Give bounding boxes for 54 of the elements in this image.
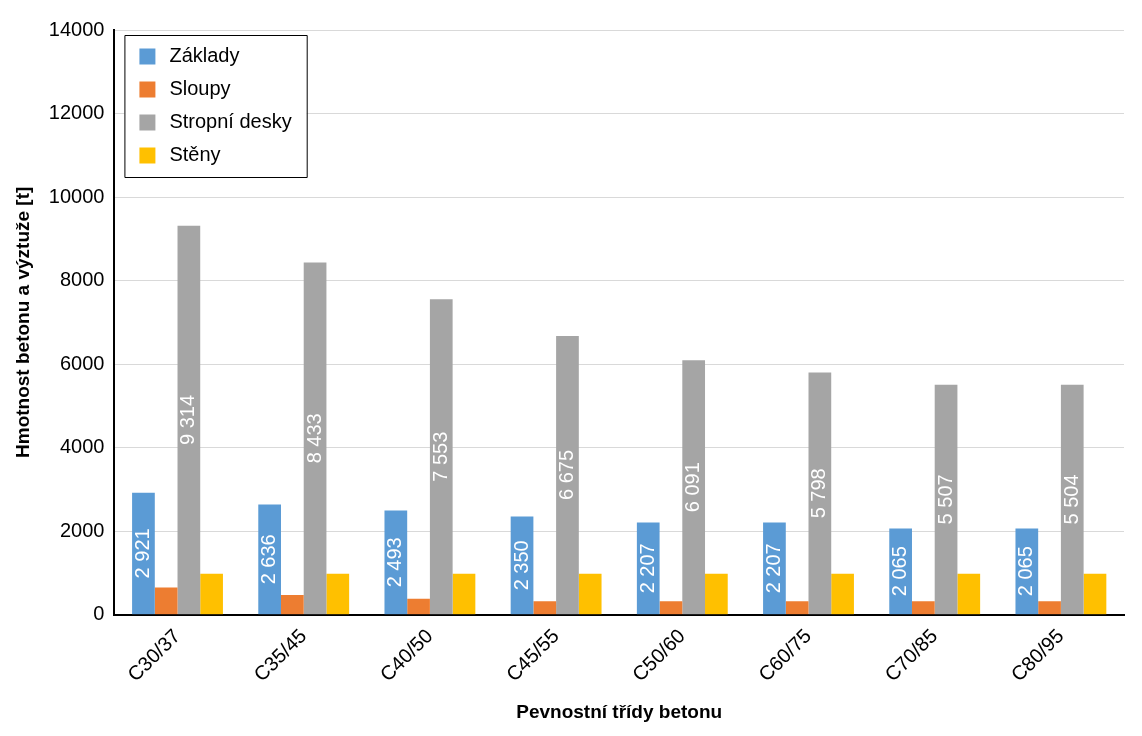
- y-tick-label: 10000: [48, 184, 105, 207]
- bar: [705, 573, 728, 615]
- data-label: 5 798: [807, 468, 830, 519]
- bar: [1083, 573, 1107, 615]
- data-label: 7 553: [428, 431, 451, 482]
- bar: [1060, 384, 1084, 615]
- data-label: 2 493: [383, 537, 406, 588]
- bar: [177, 225, 201, 615]
- y-tick-label: 8000: [59, 268, 105, 291]
- legend-label: Stěny: [169, 143, 221, 166]
- bar: [934, 384, 958, 615]
- y-tick-label: 14000: [48, 17, 105, 40]
- bar: [303, 262, 327, 615]
- data-label: 6 091: [681, 462, 704, 513]
- bar: [785, 601, 809, 615]
- data-label: 5 507: [933, 474, 956, 525]
- bar: [957, 573, 981, 615]
- data-label: 2 350: [509, 540, 532, 591]
- legend-label: Stropní desky: [169, 110, 292, 133]
- data-label: 5 504: [1059, 474, 1082, 525]
- y-tick-label: 0: [93, 602, 105, 625]
- bar: [429, 299, 453, 615]
- legend-label: Základy: [169, 44, 240, 67]
- data-label: 8 433: [302, 413, 325, 464]
- y-tick-label: 6000: [59, 351, 105, 374]
- x-axis-title: Pevnostní třídy betonu: [516, 700, 723, 722]
- data-label: 6 675: [554, 449, 577, 501]
- y-tick-label: 2000: [59, 518, 105, 541]
- bar: [808, 372, 832, 615]
- bar: [452, 573, 476, 615]
- data-label: 2 065: [1014, 546, 1037, 597]
- bar: [911, 601, 935, 615]
- bar: [831, 573, 854, 615]
- bar: [200, 573, 223, 615]
- data-label: 2 207: [761, 543, 784, 594]
- bar: [533, 601, 557, 615]
- bar: [682, 360, 706, 615]
- bar: [407, 598, 430, 615]
- bar: [281, 595, 304, 615]
- bar: [578, 573, 602, 615]
- data-label: 9 314: [176, 394, 199, 445]
- y-tick-label: 4000: [59, 435, 105, 458]
- y-tick-label: 12000: [48, 101, 105, 124]
- y-axis-title: Hmotnost betonu a výztuže [t]: [11, 186, 33, 458]
- bar: [326, 573, 350, 615]
- data-label: 2 207: [635, 543, 658, 594]
- data-label: 2 636: [257, 534, 280, 585]
- data-label: 2 065: [888, 546, 911, 597]
- bar: [1038, 601, 1061, 615]
- data-label: 2 921: [130, 528, 153, 579]
- legend-label: Sloupy: [169, 77, 231, 100]
- bar: [154, 587, 178, 615]
- bar: [659, 601, 683, 615]
- bar: [556, 335, 579, 615]
